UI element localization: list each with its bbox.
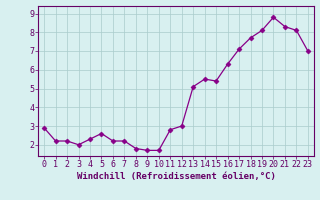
X-axis label: Windchill (Refroidissement éolien,°C): Windchill (Refroidissement éolien,°C) — [76, 172, 276, 181]
